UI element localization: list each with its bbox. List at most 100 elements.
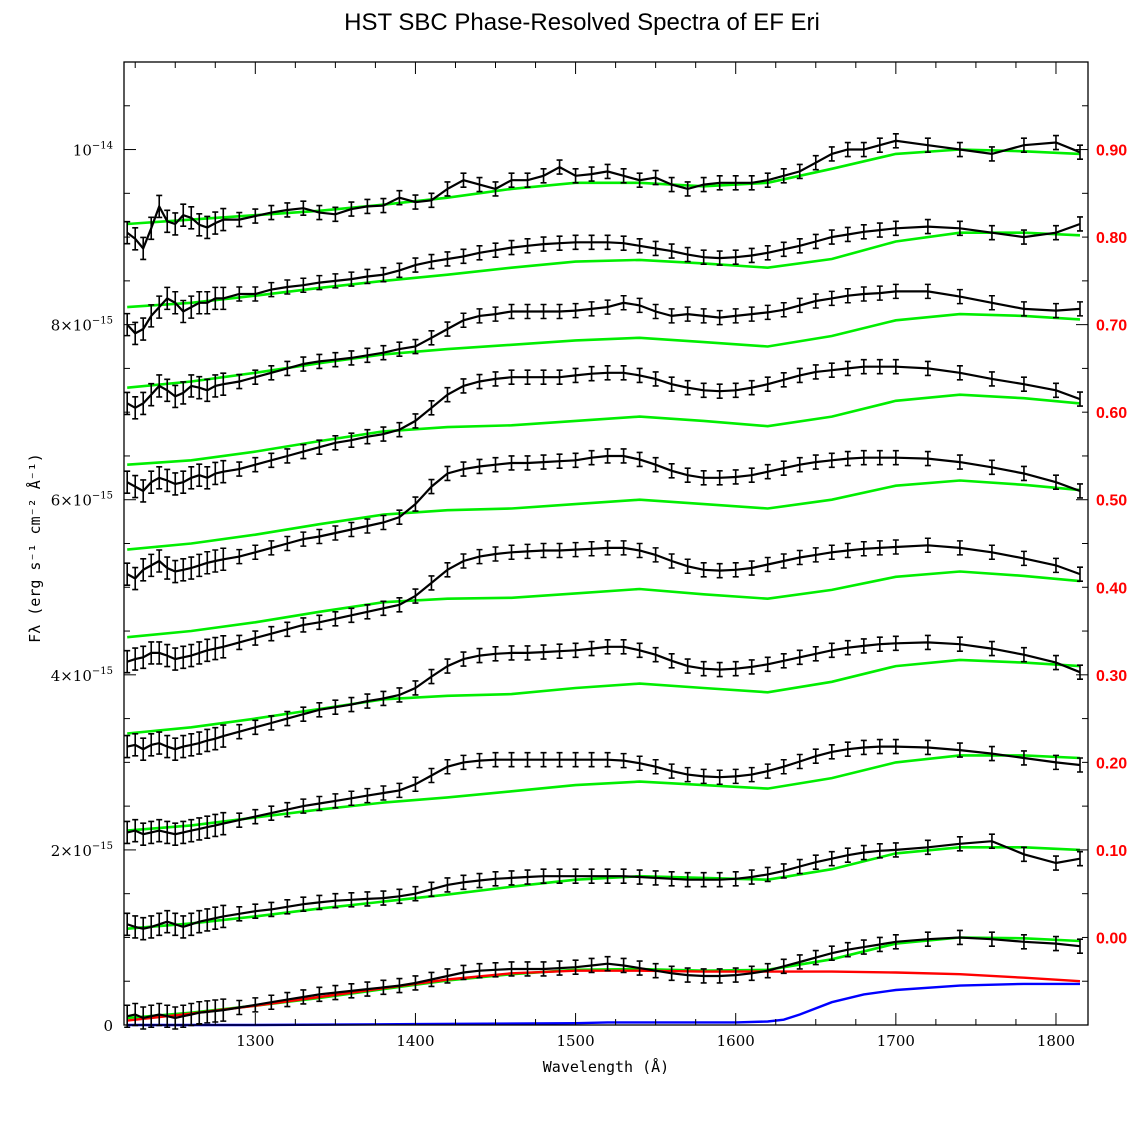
error-bar xyxy=(380,266,387,283)
y-tick-mantissa: 4×10 xyxy=(51,667,92,685)
error-bar xyxy=(268,540,275,556)
error-bar xyxy=(524,172,531,188)
error-bar xyxy=(460,754,467,771)
error-bar xyxy=(380,344,387,361)
error-bar xyxy=(812,233,819,250)
error-bar xyxy=(892,539,899,555)
error-bar xyxy=(572,868,579,884)
error-bar xyxy=(716,871,723,888)
error-bar xyxy=(524,869,531,885)
error-bar xyxy=(988,294,995,311)
error-bar xyxy=(196,641,203,665)
error-bar xyxy=(132,227,139,251)
error-bar xyxy=(540,454,547,470)
error-bar xyxy=(196,1000,203,1025)
error-bar xyxy=(732,870,739,887)
error-bar xyxy=(132,915,139,939)
error-bar xyxy=(460,651,467,667)
error-bar xyxy=(620,168,627,184)
error-bar xyxy=(1052,302,1059,319)
error-bar xyxy=(332,699,339,716)
error-bar xyxy=(364,787,371,804)
error-bar xyxy=(796,456,803,473)
error-bar xyxy=(956,141,963,158)
error-bar xyxy=(796,954,803,970)
error-bar xyxy=(284,801,291,818)
error-bar xyxy=(172,290,179,315)
error-bar xyxy=(620,448,627,464)
error-bar xyxy=(236,634,243,651)
error-bar xyxy=(444,758,451,775)
error-bar xyxy=(1052,935,1059,952)
error-bar xyxy=(380,690,387,707)
error-bar xyxy=(364,268,371,285)
error-bar xyxy=(684,558,691,575)
error-bar xyxy=(828,146,835,162)
error-bar xyxy=(508,455,515,471)
error-bar xyxy=(1052,654,1059,671)
error-bar xyxy=(508,544,515,561)
error-bar xyxy=(156,818,163,843)
error-bar xyxy=(1076,483,1083,499)
observed-spectrum-8 xyxy=(124,833,1083,941)
error-bar xyxy=(156,912,163,937)
y-tick-exponent: −15 xyxy=(92,491,113,502)
error-bar xyxy=(196,909,203,934)
error-bar xyxy=(428,329,435,346)
error-bar xyxy=(132,818,139,843)
error-bar xyxy=(1020,376,1027,392)
error-bar xyxy=(204,290,211,315)
error-bar xyxy=(604,234,611,251)
error-bar xyxy=(444,321,451,337)
error-bar xyxy=(876,222,883,238)
error-bar xyxy=(348,983,355,999)
error-bar xyxy=(148,382,155,407)
error-bar xyxy=(620,639,627,655)
error-bar xyxy=(220,724,227,748)
y-tick-mantissa: 10 xyxy=(73,142,92,160)
error-bar xyxy=(332,351,339,368)
error-bar xyxy=(204,1000,211,1024)
error-bar xyxy=(828,850,835,867)
error-bar xyxy=(876,285,883,301)
error-bar xyxy=(140,916,147,941)
error-bar xyxy=(348,432,355,448)
error-bar xyxy=(380,890,387,906)
error-bar xyxy=(124,649,131,674)
error-bar xyxy=(204,638,211,663)
error-bar xyxy=(124,820,131,845)
error-bar xyxy=(892,449,899,466)
error-bar xyxy=(604,163,611,180)
error-bar xyxy=(652,547,659,563)
error-bar xyxy=(396,189,403,206)
error-bar xyxy=(716,562,723,579)
error-bar xyxy=(636,238,643,254)
error-bar xyxy=(396,509,403,526)
error-bar xyxy=(764,962,771,979)
error-bar xyxy=(588,449,595,466)
error-bar xyxy=(620,364,627,381)
error-bar xyxy=(796,649,803,666)
error-bar xyxy=(508,303,515,320)
error-bar xyxy=(876,738,883,755)
error-bar xyxy=(956,364,963,381)
error-bar xyxy=(284,360,291,377)
error-bar xyxy=(132,474,139,499)
error-bar xyxy=(652,303,659,320)
error-bar xyxy=(476,962,483,979)
error-bar xyxy=(348,350,355,366)
plot-area xyxy=(124,132,1083,1030)
error-bar xyxy=(844,639,851,656)
error-bar xyxy=(156,466,163,490)
error-bar xyxy=(220,904,227,929)
error-bar xyxy=(492,751,499,768)
error-bar xyxy=(380,514,387,531)
error-bar xyxy=(348,790,355,807)
error-bar xyxy=(636,297,643,314)
error-bar xyxy=(1052,134,1059,151)
error-bar xyxy=(924,137,931,153)
error-bar xyxy=(428,478,435,495)
error-bar xyxy=(180,734,187,759)
error-bar xyxy=(444,465,451,482)
error-bar xyxy=(1020,934,1027,950)
